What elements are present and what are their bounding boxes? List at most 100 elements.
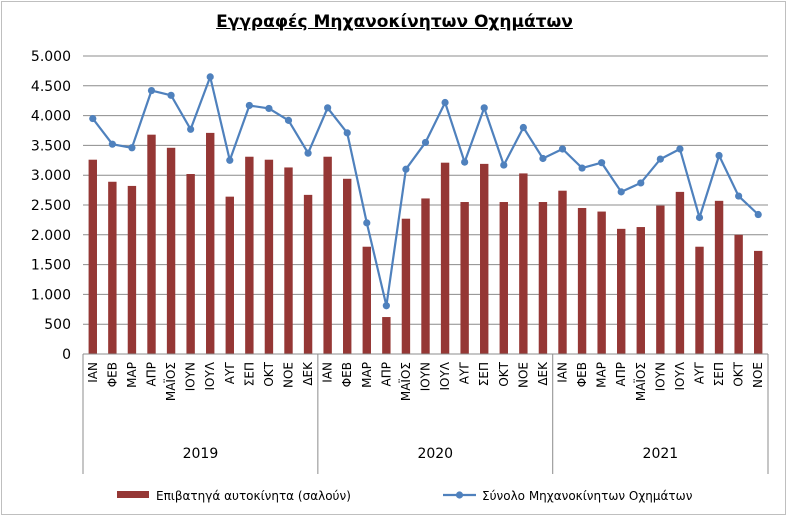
x-tick-label: ΦΕΒ [575, 362, 589, 387]
line-point [598, 159, 606, 167]
year-label: 2019 [183, 446, 219, 462]
legend-label-bars: Επιβατηγά αυτοκίνητα (σαλούν) [156, 489, 351, 503]
x-tick-label: ΟΚΤ [497, 361, 511, 386]
bar [245, 156, 254, 354]
bar [421, 198, 430, 354]
bar [617, 228, 626, 354]
line-point [245, 101, 253, 110]
line-point [382, 302, 390, 310]
bar [714, 200, 724, 354]
x-tick-label: ΦΕΒ [105, 362, 119, 387]
line-point [578, 164, 586, 172]
year-label: 2020 [417, 446, 453, 462]
x-tick-label: ΑΠΡ [145, 362, 159, 386]
y-tick-label: 4.500 [31, 79, 71, 95]
y-axis: 0 500 1.000 1.500 2.000 2.500 3.000 3.500 4.000 4… [31, 49, 71, 363]
bar [284, 167, 293, 354]
bar [401, 218, 411, 354]
line-point [128, 144, 136, 152]
line-point [284, 116, 293, 124]
legend: Επιβατηγά αυτοκίνητα (σαλούν) Σύνολο Μηχα… [117, 489, 693, 503]
line-point [206, 73, 214, 81]
y-tick-label: 500 [44, 317, 71, 333]
bar [558, 190, 567, 354]
line-point [676, 145, 684, 153]
line-point [108, 140, 116, 148]
line-series [89, 73, 762, 310]
line-point [715, 151, 723, 160]
x-axis: ΙΑΝ ΦΕΒ ΜΑΡ ΑΠΡ ΜΑΪΟΣ ΙΟΥΝ ΙΟΥΛ ΑΥΓ ΣΕΠ ΟΚΤ ΝΟΕ ΔΕΚ… [82, 353, 769, 474]
y-tick-label: 1.500 [31, 258, 71, 274]
line-point [695, 213, 704, 222]
line-point [402, 165, 410, 173]
y-tick-label: 3.500 [31, 138, 71, 154]
line-point [617, 188, 625, 196]
y-tick-label: 0 [62, 347, 71, 363]
x-tick-label: ΑΠΡ [614, 362, 628, 386]
x-tick-label: ΙΟΥΛ [438, 361, 452, 390]
x-tick-label: ΦΕΒ [340, 362, 354, 387]
x-tick-label: ΙΟΥΛ [673, 361, 687, 390]
bar [675, 191, 685, 354]
bar [186, 174, 195, 354]
bar [636, 227, 645, 354]
x-tick-label: ΜΑΪΟΣ [633, 362, 648, 401]
bar [597, 211, 606, 354]
y-tick-label: 3.000 [31, 168, 71, 184]
x-tick-label: ΑΥΓ [223, 362, 237, 385]
x-tick-label: ΝΟΕ [516, 362, 530, 388]
chart-title: Εγγραφές Μηχανοκίνητων Οχημάτων [216, 12, 573, 32]
bar [695, 246, 704, 354]
x-tick-label: ΜΑΡ [125, 362, 139, 388]
bar [656, 205, 665, 354]
y-tick-label: 2.000 [31, 228, 71, 244]
x-tick-label: ΣΕΠ [242, 362, 256, 386]
line-point [421, 138, 430, 147]
x-tick-label: ΝΟΕ [751, 362, 765, 388]
x-tick-label: ΟΚΤ [732, 361, 746, 386]
bar [166, 147, 176, 354]
x-tick-label: ΜΑΡ [360, 362, 374, 388]
line-point [461, 158, 469, 166]
bar [206, 132, 215, 354]
line-point [441, 98, 449, 107]
x-tick-label: ΣΕΠ [477, 362, 491, 386]
line-point [735, 192, 743, 200]
line-point [480, 104, 488, 112]
x-tick-label: ΙΟΥΝ [653, 362, 667, 391]
x-tick-label: ΙΟΥΝ [184, 362, 198, 391]
line-point [500, 161, 508, 169]
x-tick-label: ΝΟΕ [282, 362, 296, 388]
bar [343, 178, 352, 354]
x-tick-label: ΔΕΚ [536, 361, 550, 386]
bar [519, 173, 528, 354]
year-label: 2021 [643, 446, 679, 462]
line-point [226, 156, 234, 164]
bar [382, 317, 391, 354]
line-point [637, 179, 645, 187]
line-point [558, 145, 567, 153]
bar [147, 134, 156, 354]
legend-line-marker [455, 491, 464, 499]
x-tick-label: ΜΑΡ [595, 362, 609, 388]
line-point [539, 154, 547, 163]
bar [734, 234, 743, 354]
line-point [754, 210, 762, 219]
legend-bar-swatch [117, 491, 149, 498]
line-point [363, 219, 371, 227]
bar [577, 207, 587, 354]
line-point [89, 114, 97, 123]
x-tick-label: ΙΑΝ [86, 362, 100, 383]
x-tick-label: ΑΥΓ [458, 362, 472, 385]
line-point [324, 104, 332, 112]
y-tick-label: 1.000 [31, 287, 71, 303]
bar [480, 163, 489, 354]
x-tick-label: ΟΚΤ [262, 361, 276, 386]
line-point [167, 91, 175, 99]
bar [127, 185, 137, 354]
legend-label-line: Σύνολο Μηχανοκίνητων Οχημάτων [482, 489, 693, 503]
line-point [187, 125, 195, 133]
line-point [265, 104, 273, 113]
